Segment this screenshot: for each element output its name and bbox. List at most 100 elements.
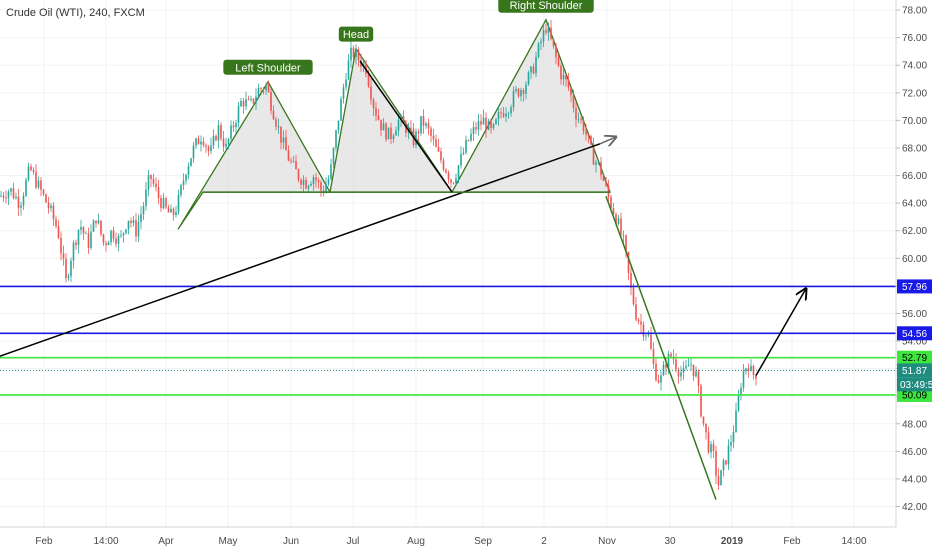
candle-body xyxy=(265,84,267,91)
candle-body xyxy=(625,235,627,252)
price-tag-label: 51.87 xyxy=(902,366,927,377)
candle-body xyxy=(12,188,15,199)
candle-body xyxy=(217,125,220,141)
candle-body xyxy=(60,237,62,254)
candle-body xyxy=(750,365,752,371)
candle-body xyxy=(100,220,102,235)
candle-body xyxy=(115,238,117,244)
candle-body xyxy=(562,74,565,80)
candle-body xyxy=(245,99,247,107)
candle-body xyxy=(300,179,302,185)
candle-body xyxy=(475,127,477,130)
candle-body xyxy=(75,242,77,246)
countdown-label: 03:49:5 xyxy=(900,380,932,391)
annotation-box xyxy=(498,0,594,13)
price-tag-bg xyxy=(897,279,932,294)
candle-body xyxy=(705,423,707,433)
candle-body xyxy=(545,30,547,33)
price-tag-52-79: 52.79 xyxy=(897,350,932,365)
candle-body xyxy=(520,90,522,97)
candle-body xyxy=(182,180,185,186)
annotation-label: Head xyxy=(343,29,369,41)
candle-body xyxy=(747,368,750,371)
candle-body xyxy=(680,372,682,377)
candle-body xyxy=(395,130,397,136)
candle-body xyxy=(737,395,740,411)
candle-body xyxy=(325,184,327,193)
candle-body xyxy=(262,89,265,91)
candle-body xyxy=(200,141,202,145)
candle-body xyxy=(240,100,242,107)
candle-body xyxy=(502,113,505,117)
candle-body xyxy=(85,233,87,235)
y-tick-label: 68.00 xyxy=(902,143,927,154)
annotation-head: Head xyxy=(338,26,374,42)
candle-body xyxy=(30,166,32,170)
x-tick-label: 30 xyxy=(664,536,676,547)
candle-body xyxy=(515,88,517,92)
candle-body xyxy=(637,319,640,322)
y-tick-label: 72.00 xyxy=(902,88,927,99)
candle-body xyxy=(742,371,745,388)
candle-body xyxy=(312,177,315,185)
candle-body xyxy=(235,122,237,128)
candle-body xyxy=(585,131,587,135)
candle-body xyxy=(497,112,500,120)
candle-body xyxy=(472,127,475,134)
candle-body xyxy=(87,233,90,249)
candle-body xyxy=(532,66,535,74)
candle-body xyxy=(277,126,280,128)
candle-body xyxy=(280,126,282,143)
candle-body xyxy=(442,160,445,170)
candle-body xyxy=(425,123,427,126)
y-tick-label: 78.00 xyxy=(902,6,927,17)
price-tag-bg xyxy=(897,326,932,341)
candle-body xyxy=(430,128,432,136)
candle-body xyxy=(500,112,502,114)
candle-body xyxy=(707,432,710,453)
candle-body xyxy=(622,234,625,236)
candle-body xyxy=(305,179,307,189)
candle-body xyxy=(102,234,105,243)
candle-body xyxy=(542,30,545,42)
candle-body xyxy=(297,169,300,180)
y-tick-label: 46.00 xyxy=(902,447,927,458)
y-tick-label: 56.00 xyxy=(902,309,927,320)
candle-body xyxy=(380,119,382,131)
candle-body xyxy=(702,416,705,424)
candle-body xyxy=(57,226,60,238)
candle-body xyxy=(452,182,455,184)
candle-body xyxy=(740,387,742,396)
candle-body xyxy=(635,304,637,320)
y-tick-label: 62.00 xyxy=(902,226,927,237)
x-tick-label: Feb xyxy=(35,536,53,547)
price-tag-bg xyxy=(897,363,932,378)
candle-body xyxy=(602,175,605,181)
candle-body xyxy=(377,115,380,120)
candle-body xyxy=(335,130,337,148)
candle-body xyxy=(122,233,125,236)
candle-body xyxy=(640,321,642,325)
x-tick-label: Feb xyxy=(783,536,801,547)
candle-body xyxy=(272,110,275,120)
candle-body xyxy=(530,66,532,73)
candle-body xyxy=(5,197,7,199)
candle-body xyxy=(420,116,422,134)
candle-body xyxy=(62,253,65,259)
price-tag-54-56: 54.56 xyxy=(897,326,932,341)
candle-body xyxy=(675,359,677,370)
candle-body xyxy=(540,41,542,44)
candle-body xyxy=(52,205,55,220)
candle-body xyxy=(90,231,92,249)
candle-body xyxy=(77,229,80,246)
candle-body xyxy=(627,251,630,273)
candle-body xyxy=(232,125,235,128)
candle-body xyxy=(522,90,525,94)
candle-body xyxy=(135,220,137,237)
candle-body xyxy=(350,47,352,61)
candle-body xyxy=(222,138,225,147)
candle-body xyxy=(130,220,132,223)
candle-body xyxy=(385,123,387,140)
price-tag-label: 52.79 xyxy=(902,353,927,364)
candle-body xyxy=(682,368,685,373)
